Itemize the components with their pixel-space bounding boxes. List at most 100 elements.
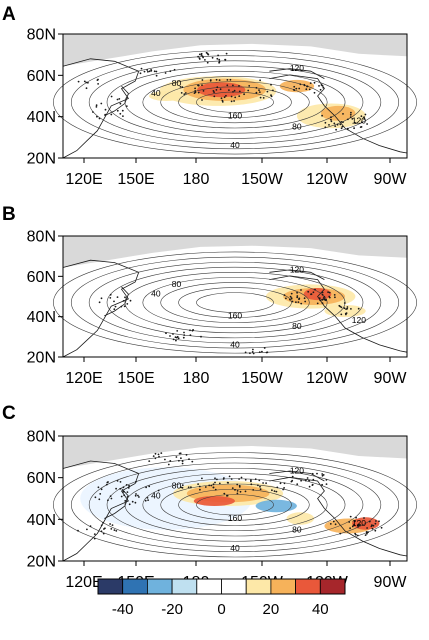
stipple-dot <box>329 523 332 525</box>
stipple-dot <box>169 70 172 73</box>
stipple-dot <box>334 125 337 127</box>
stipple-dot <box>202 56 205 59</box>
contour-line <box>70 55 400 150</box>
stipple-dot <box>236 483 239 486</box>
stipple-dot <box>380 526 383 529</box>
stipple-dot <box>364 534 367 536</box>
contour-line <box>196 91 274 113</box>
stipple-dot <box>339 123 342 126</box>
stipple-dot <box>113 300 115 303</box>
stipple-dot <box>125 105 128 107</box>
stipple-dot <box>238 95 241 97</box>
stipple-dot <box>181 462 184 465</box>
stipple-dot <box>217 54 220 57</box>
stipple-dot <box>98 117 101 120</box>
stipple-dot <box>347 118 349 121</box>
stipple-dot <box>95 106 98 108</box>
polar-land <box>63 34 407 67</box>
stipple-dot <box>157 489 160 492</box>
stipple-dot <box>116 98 119 101</box>
stipple-dot <box>307 290 310 293</box>
stipple-dot <box>116 296 119 298</box>
stipple-dot <box>291 300 294 303</box>
stipple-dot <box>157 453 160 456</box>
contour-line <box>178 86 292 118</box>
stipple-dot <box>216 57 219 60</box>
stipple-dot <box>109 293 112 296</box>
stipple-dot <box>197 483 200 485</box>
stipple-dot <box>225 94 227 97</box>
lon-label: 90W <box>374 171 408 188</box>
panel-label: A <box>2 4 16 25</box>
contour-label: 40 <box>230 339 240 349</box>
stipple-dot <box>110 528 113 530</box>
stipple-dot <box>134 501 137 504</box>
stipple-dot <box>191 329 194 332</box>
stipple-dot <box>228 475 231 478</box>
stipple-dot <box>148 485 151 488</box>
stipple-dot <box>158 455 160 458</box>
stipple-dot <box>355 122 357 124</box>
stipple-dot <box>152 455 155 457</box>
stipple-dot <box>227 481 230 484</box>
stipple-dot <box>183 93 186 95</box>
stipple-dot <box>229 78 232 81</box>
stipple-dot <box>113 308 116 311</box>
stipple-dot <box>363 517 365 519</box>
lon-label: 120E <box>65 370 102 387</box>
stipple-dot <box>353 520 356 523</box>
stipple-dot <box>258 479 261 482</box>
stipple-dot <box>300 479 302 482</box>
stipple-dot <box>204 59 206 61</box>
stipple-dot <box>319 88 322 91</box>
stipple-dot <box>263 347 266 349</box>
stipple-dot <box>208 484 211 487</box>
contour-label: 40 <box>230 140 240 150</box>
stipple-dot <box>100 524 103 527</box>
contour-line <box>88 261 382 344</box>
stipple-dot <box>188 458 190 460</box>
polar-land <box>63 236 407 268</box>
stipple-dot <box>349 116 352 118</box>
stipple-dot <box>304 479 307 482</box>
stipple-dot <box>123 494 126 497</box>
stipple-dot <box>291 475 294 478</box>
stipple-dot <box>128 484 130 487</box>
stipple-dot <box>102 521 104 524</box>
stipple-dot <box>201 84 203 86</box>
stipple-dot <box>169 335 171 337</box>
stipple-dot <box>184 92 187 94</box>
stipple-dot <box>285 297 287 300</box>
stipple-dot <box>160 452 163 454</box>
stipple-dot <box>123 305 126 308</box>
contour-line <box>106 467 364 542</box>
stipple-dot <box>173 68 176 71</box>
stipple-dot <box>115 530 118 532</box>
stipple-dot <box>375 520 377 522</box>
stipple-dot <box>102 532 105 535</box>
stipple-dot <box>336 123 339 126</box>
stipple-dot <box>172 333 174 335</box>
lon-label: 150W <box>241 171 284 188</box>
stipple-dot <box>146 69 149 71</box>
map-panel-c: 40801201608012040C80N60N40N20N120E150E18… <box>2 403 417 591</box>
stipple-dot <box>244 351 247 354</box>
lat-label: 60N <box>27 68 56 85</box>
stipple-dot <box>293 85 296 88</box>
stipple-dot <box>202 90 205 92</box>
stipple-dot <box>214 477 216 480</box>
stipple-dot <box>313 91 316 94</box>
stipple-dot <box>275 490 278 493</box>
stipple-dot <box>290 292 293 295</box>
stipple-dot <box>175 339 177 342</box>
colorbar-segment <box>146 578 173 595</box>
stipple-dot <box>213 95 216 98</box>
alaska-coastline <box>269 269 325 280</box>
stipple-dot <box>122 491 125 493</box>
stipple-dot <box>200 54 203 56</box>
stipple-dot <box>92 111 94 113</box>
stipple-dot <box>266 351 269 354</box>
stipple-dot <box>248 85 251 87</box>
stipple-dot <box>374 529 377 532</box>
lon-label: 120W <box>306 370 349 387</box>
